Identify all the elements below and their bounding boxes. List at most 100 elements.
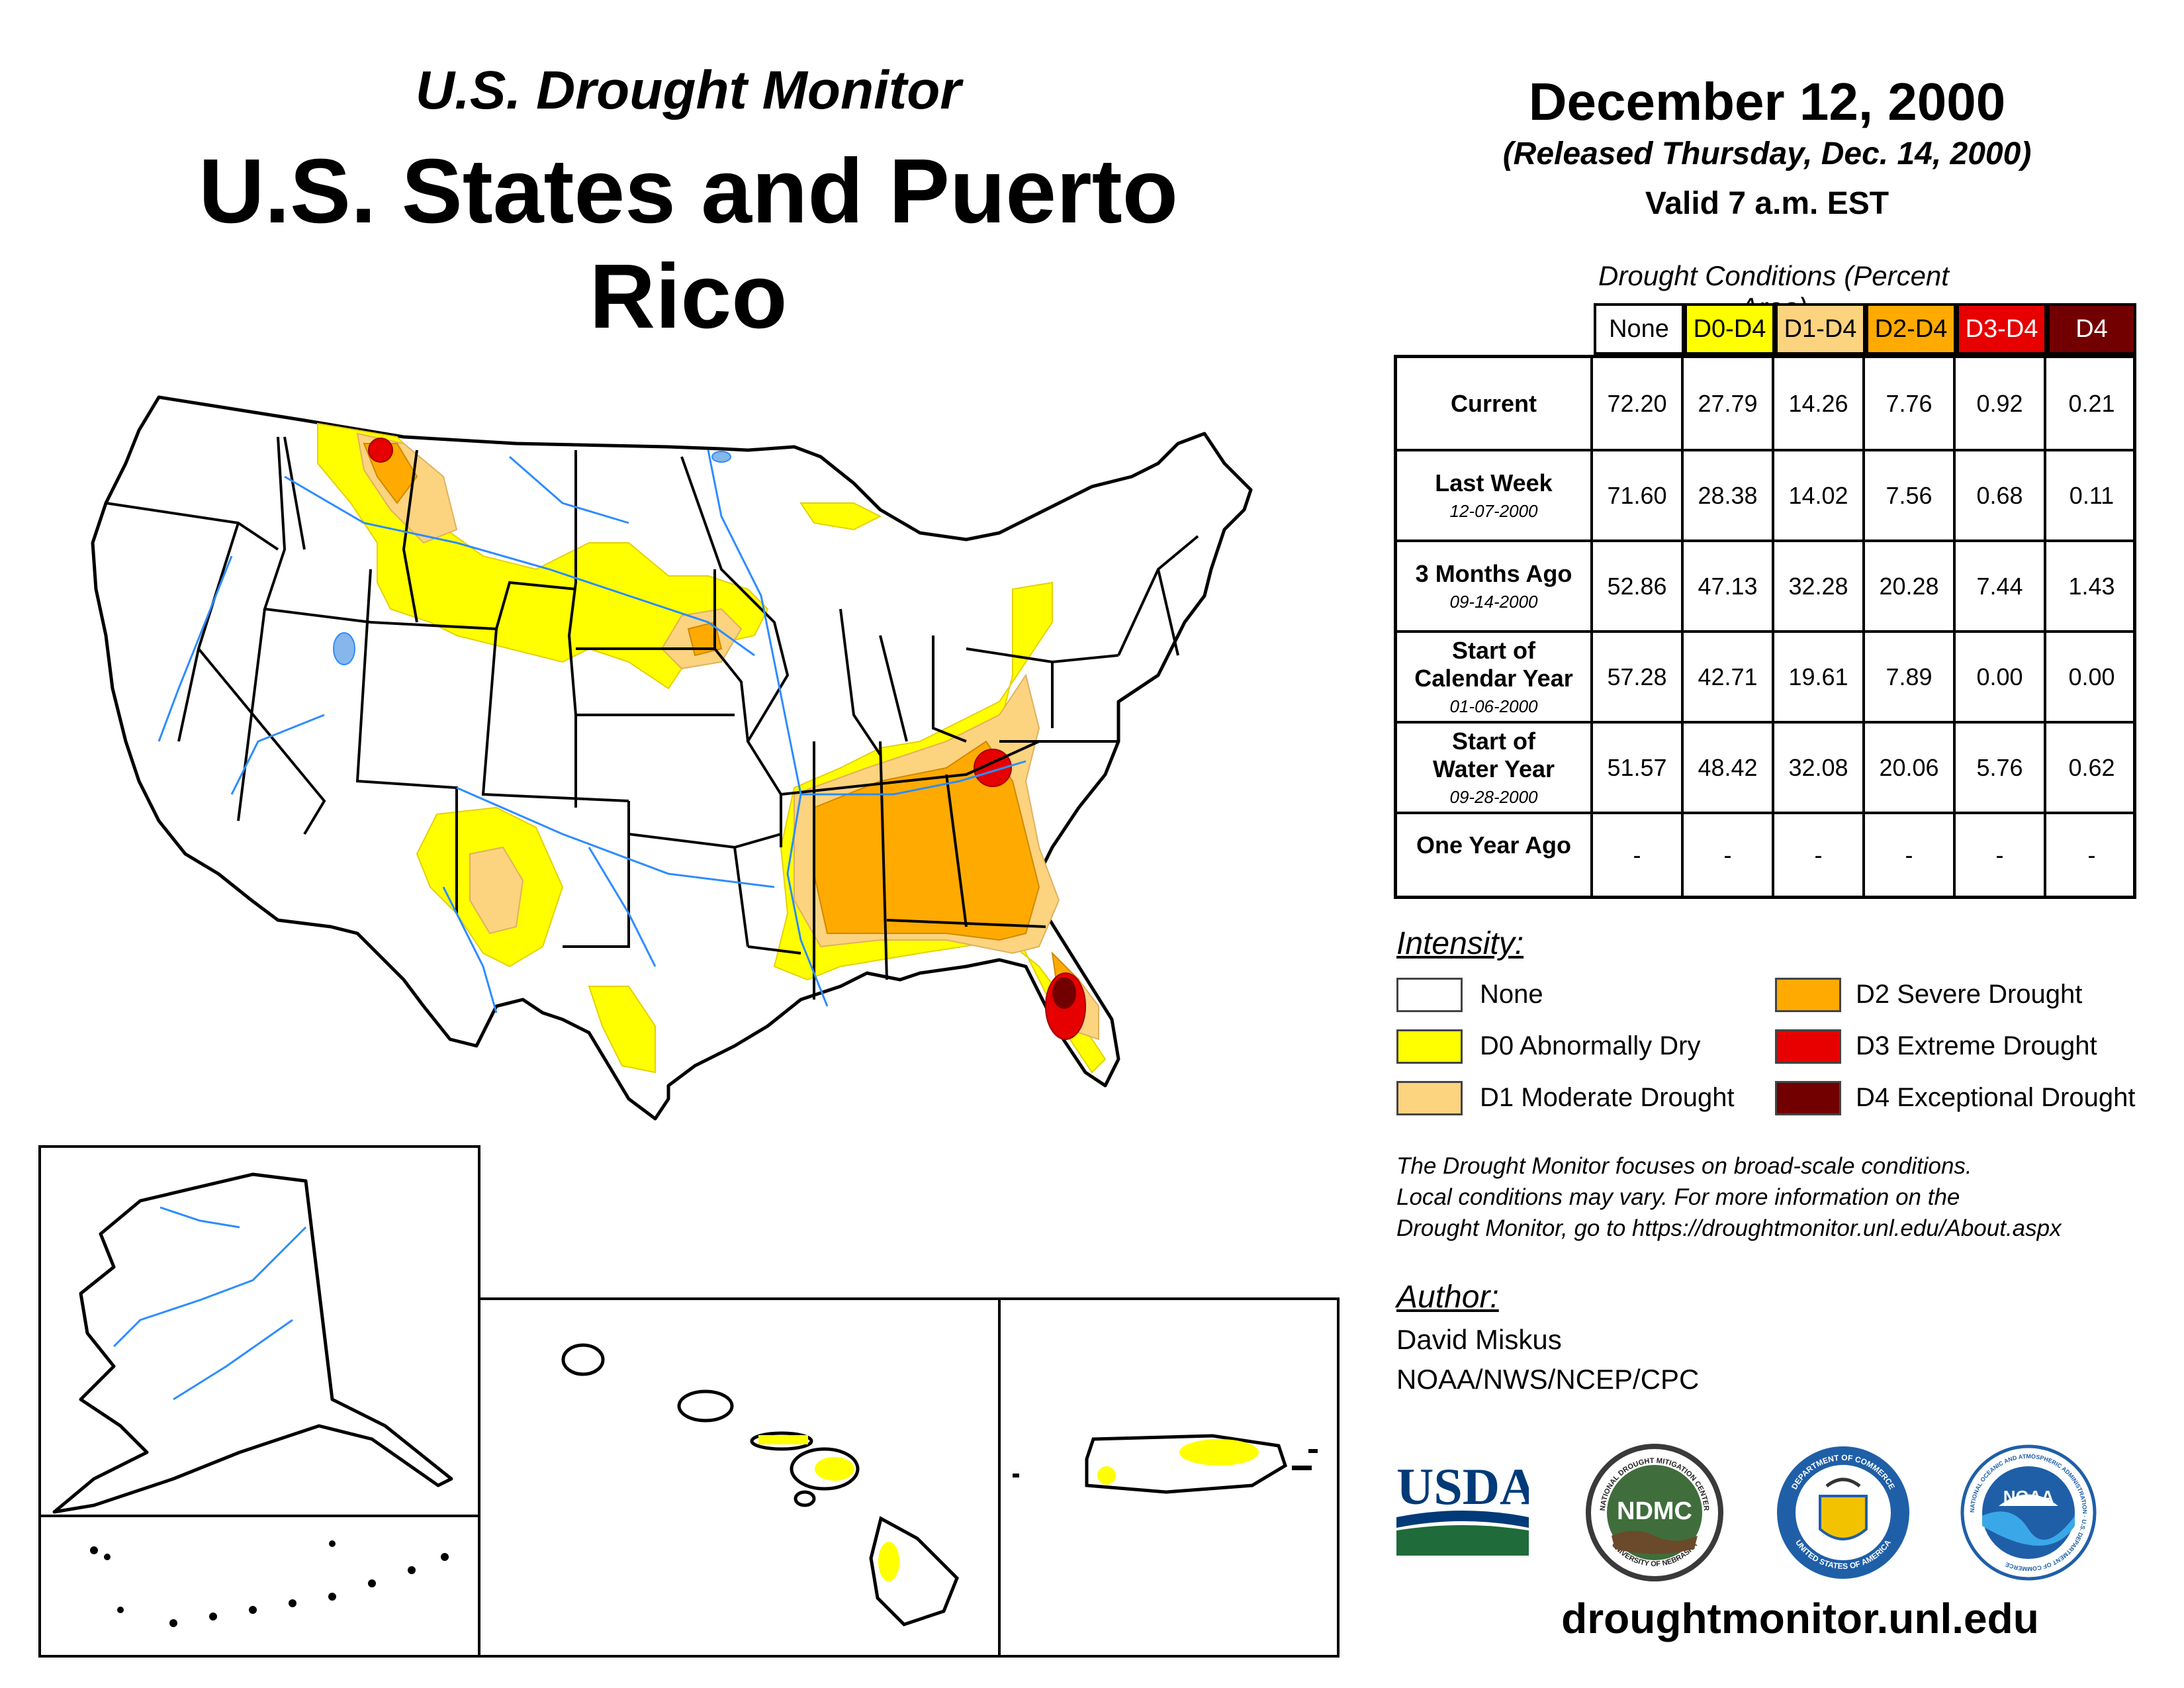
alaska-map	[41, 1172, 478, 1520]
ndmc-logo: NATIONAL DROUGHT MITIGATION CENTER UNIVE…	[1586, 1444, 1723, 1581]
row-date: 12-07-2000	[1449, 501, 1538, 521]
legend-swatch-d0	[1396, 1029, 1463, 1064]
row-label: Current	[1450, 389, 1537, 417]
table-cell: 20.06	[1865, 724, 1956, 812]
aleutian-islands	[90, 1540, 449, 1627]
table-cell: 0.92	[1956, 358, 2046, 449]
table-cell: 7.44	[1956, 542, 2046, 630]
hawaii-d0-areas	[758, 1435, 899, 1581]
table-cell: 71.60	[1593, 451, 1684, 539]
table-cell: -	[1956, 814, 2046, 896]
alaska-rivers	[113, 1206, 307, 1401]
table-cell: 27.79	[1684, 358, 1774, 449]
table-row-one-year-ago: One Year Ago - - - - - -	[1397, 812, 2133, 896]
legend-label-d2: D2 Severe Drought	[1856, 980, 2083, 1009]
table-cell: 0.68	[1956, 451, 2046, 539]
table-row-current: Current 72.20 27.79 14.26 7.76 0.92 0.21	[1397, 358, 2133, 449]
author-name: David Miskus	[1396, 1324, 1562, 1355]
table-cell: 52.86	[1593, 542, 1684, 630]
table-cell: 48.42	[1684, 724, 1774, 812]
legend-label-none: None	[1480, 980, 1543, 1009]
map-date: December 12, 2000	[1528, 72, 2006, 131]
disclaimer-line: Local conditions may vary. For more info…	[1396, 1184, 1960, 1210]
table-cell: 0.00	[2068, 663, 2115, 690]
column-header-d3-d4: D3-D4	[1956, 303, 2047, 355]
legend-swatch-d1	[1396, 1081, 1463, 1115]
author-heading: Author:	[1396, 1280, 1499, 1315]
alaska-inset	[38, 1145, 480, 1520]
legend-label-d1: D1 Moderate Drought	[1480, 1083, 1735, 1112]
column-header-d2-d4: D2-D4	[1866, 303, 1956, 355]
noaa-logo: NATIONAL OCEANIC AND ATMOSPHERIC ADMINIS…	[1960, 1444, 2097, 1581]
aleutians-map	[90, 1540, 449, 1627]
hawaii-islands	[561, 1343, 959, 1626]
table-cell: -	[1593, 814, 1684, 896]
table-cell: -	[1774, 814, 1865, 896]
hawaii-inset	[478, 1297, 1001, 1658]
table-cell: 5.76	[1956, 724, 2046, 812]
table-cell: 19.61	[1774, 633, 1865, 721]
row-label: Start of Water Year	[1432, 727, 1555, 782]
usda-logo-text: USDA	[1396, 1458, 1529, 1515]
map-title: U.S. States and Puerto Rico	[199, 140, 1178, 348]
noaa-logo-text: NOAA	[2003, 1487, 2054, 1507]
state-boundaries	[105, 436, 1199, 1000]
puerto-rico-island	[1085, 1434, 1288, 1494]
row-label: Start of Calendar Year	[1414, 637, 1573, 692]
table-cell: 0.00	[1956, 633, 2046, 721]
drought-stats-table: Current 72.20 27.79 14.26 7.76 0.92 0.21…	[1394, 355, 2136, 899]
table-cell: 28.38	[1684, 451, 1774, 539]
alaska-landmass	[52, 1172, 453, 1514]
column-header-d0-d4: D0-D4	[1684, 303, 1775, 355]
table-cell: 0.21	[2068, 389, 2115, 417]
table-cell: 1.43	[2068, 572, 2115, 600]
table-cell: 51.57	[1593, 724, 1684, 812]
table-cell: 14.02	[1774, 451, 1865, 539]
release-date: (Released Thursday, Dec. 14, 2000)	[1502, 136, 2032, 171]
drought-d4-areas	[1052, 977, 1076, 1009]
row-date: 09-14-2000	[1449, 592, 1538, 612]
disclaimer-text: The Drought Monitor focuses on broad-sca…	[1396, 1150, 2164, 1244]
puerto-rico-map	[1013, 1434, 1318, 1494]
legend-label-d4: D4 Exceptional Drought	[1856, 1083, 2136, 1112]
website-url[interactable]: droughtmonitor.unl.edu	[1561, 1595, 2039, 1642]
map-subtitle: U.S. Drought Monitor	[415, 60, 962, 120]
table-cell: 42.71	[1684, 633, 1774, 721]
legend-swatch-d2	[1775, 978, 1841, 1012]
row-date: 09-28-2000	[1449, 787, 1538, 807]
table-cell: 0.62	[2068, 753, 2115, 781]
conus-map	[91, 395, 1253, 1121]
table-cell: 7.76	[1865, 358, 1956, 449]
table-cell: 20.28	[1865, 542, 1956, 630]
legend-title: Intensity:	[1396, 926, 1524, 961]
table-cell: 14.26	[1774, 358, 1865, 449]
table-cell: 7.89	[1865, 633, 1956, 721]
ndmc-logo-text: NDMC	[1617, 1497, 1692, 1525]
table-row-start-of-water-year: Start of Water Year 09-28-2000 51.57 48.4…	[1397, 721, 2133, 812]
table-cell: -	[2087, 841, 2096, 868]
table-cell: 57.28	[1593, 633, 1684, 721]
legend-swatch-d3	[1775, 1029, 1841, 1064]
legend-swatch-none	[1396, 978, 1463, 1012]
table-cell: -	[1684, 814, 1774, 896]
legend-label-d3: D3 Extreme Drought	[1856, 1031, 2097, 1060]
rivers	[158, 449, 1026, 1013]
row-label: Last Week	[1435, 469, 1553, 496]
table-cell: 72.20	[1593, 358, 1684, 449]
aleutians-inset	[38, 1515, 480, 1658]
disclaimer-line: The Drought Monitor focuses on broad-sca…	[1396, 1153, 1972, 1179]
table-row-last-week: Last Week 12-07-2000 71.60 28.38 14.02 7.…	[1397, 449, 2133, 539]
row-label: One Year Ago	[1416, 831, 1572, 859]
row-date: 01-06-2000	[1449, 696, 1538, 716]
legend-swatch-d4	[1775, 1081, 1841, 1115]
table-row-3-months-ago: 3 Months Ago 09-14-2000 52.86 47.13 32.28…	[1397, 539, 2133, 630]
usda-logo: USDA	[1396, 1458, 1529, 1556]
column-header-d1-d4: D1-D4	[1775, 303, 1866, 355]
lakes	[333, 451, 731, 665]
department-of-commerce-seal: DEPARTMENT OF COMMERCE UNITED STATES OF …	[1777, 1446, 1909, 1579]
puerto-rico-inset	[998, 1297, 1340, 1658]
column-header-d4: D4	[2047, 303, 2136, 355]
puerto-rico-small-islands	[1013, 1449, 1318, 1477]
author-organization: NOAA/NWS/NCEP/CPC	[1396, 1364, 1700, 1395]
puerto-rico-d0-areas	[1097, 1439, 1259, 1485]
